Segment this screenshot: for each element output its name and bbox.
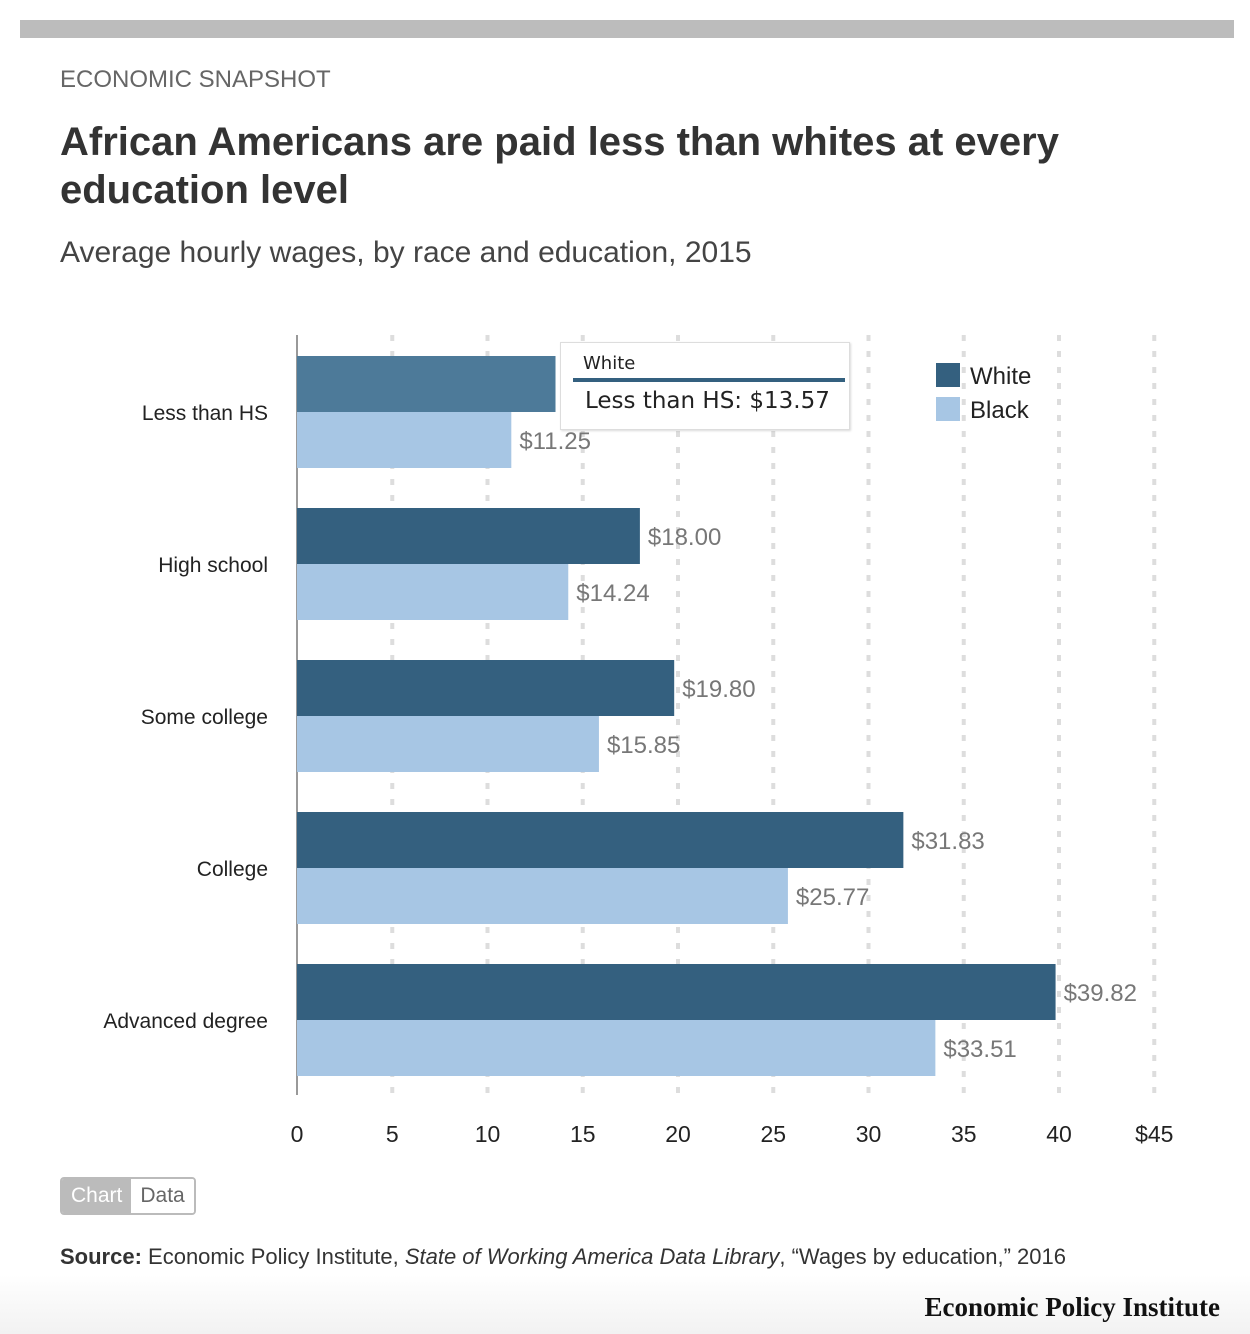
bar-white	[297, 964, 1056, 1020]
tooltip-value: Less than HS: $13.57	[585, 388, 830, 414]
source-title: State of Working America Data Library	[404, 1244, 780, 1269]
x-tick-label: 20	[665, 1121, 691, 1147]
bar-white	[297, 660, 675, 716]
data-label: $39.82	[1064, 980, 1137, 1007]
category-label: Some college	[141, 706, 268, 729]
data-label: $14.24	[576, 580, 649, 607]
x-tick-label: 25	[760, 1121, 786, 1147]
data-label: $18.00	[648, 524, 721, 551]
bar-black	[297, 564, 569, 620]
source-text: Economic Policy Institute,	[141, 1244, 405, 1269]
bar-white	[297, 812, 904, 868]
legend-swatch	[936, 363, 960, 387]
data-tab[interactable]: Data	[131, 1179, 194, 1213]
legend-swatch	[936, 397, 960, 421]
category-label: High school	[158, 554, 268, 577]
top-bar	[20, 20, 1234, 38]
bar-white	[297, 508, 640, 564]
tooltip-divider	[573, 378, 845, 382]
source-text-2: , “Wages by education,” 2016	[779, 1244, 1066, 1269]
x-tick-label: 35	[951, 1121, 977, 1147]
bar-chart: 0 5 10 15 20 25 30 35 40 $45 Less than HS $11.25 Hig…	[103, 335, 1173, 1147]
x-tick-label: 40	[1046, 1121, 1072, 1147]
data-label: $25.77	[796, 884, 869, 911]
tooltip-series: White	[583, 353, 636, 374]
legend-label: White	[970, 363, 1031, 390]
footer	[0, 1275, 1250, 1334]
data-label: $11.25	[519, 428, 591, 455]
bar-white	[297, 356, 556, 412]
x-tick-label: $45	[1135, 1121, 1173, 1147]
chart-title: African Americans are paid less than whi…	[60, 120, 1059, 212]
x-tick-label: 15	[570, 1121, 596, 1147]
category-label: College	[197, 858, 268, 881]
bar-black	[297, 716, 599, 772]
category-label: Less than HS	[142, 402, 268, 425]
chart-tab[interactable]: Chart	[62, 1179, 132, 1213]
data-label: $31.83	[911, 828, 984, 855]
x-tick-label: 5	[386, 1121, 399, 1147]
chart-subtitle: Average hourly wages, by race and educat…	[60, 236, 752, 269]
epi-logo: Economic Policy Institute	[924, 1292, 1220, 1322]
legend-label: Black	[970, 397, 1030, 424]
bar-black	[297, 868, 788, 924]
source-label: Source:	[60, 1244, 142, 1269]
data-label: $15.85	[607, 732, 680, 759]
tooltip: White Less than HS: $13.57	[560, 342, 850, 430]
source-note: Source: Economic Policy Institute, State…	[60, 1244, 1066, 1270]
x-tick-label: 10	[475, 1121, 501, 1147]
bar-black	[297, 412, 512, 468]
category-label: Advanced degree	[103, 1010, 268, 1033]
bar-black	[297, 1020, 936, 1076]
x-tick-label: 30	[856, 1121, 882, 1147]
x-tick-label: 0	[291, 1121, 304, 1147]
view-toggle: Chart Data	[60, 1177, 196, 1215]
data-label: $19.80	[682, 676, 755, 703]
data-label: $33.51	[943, 1036, 1016, 1063]
kicker: ECONOMIC SNAPSHOT	[60, 66, 331, 93]
